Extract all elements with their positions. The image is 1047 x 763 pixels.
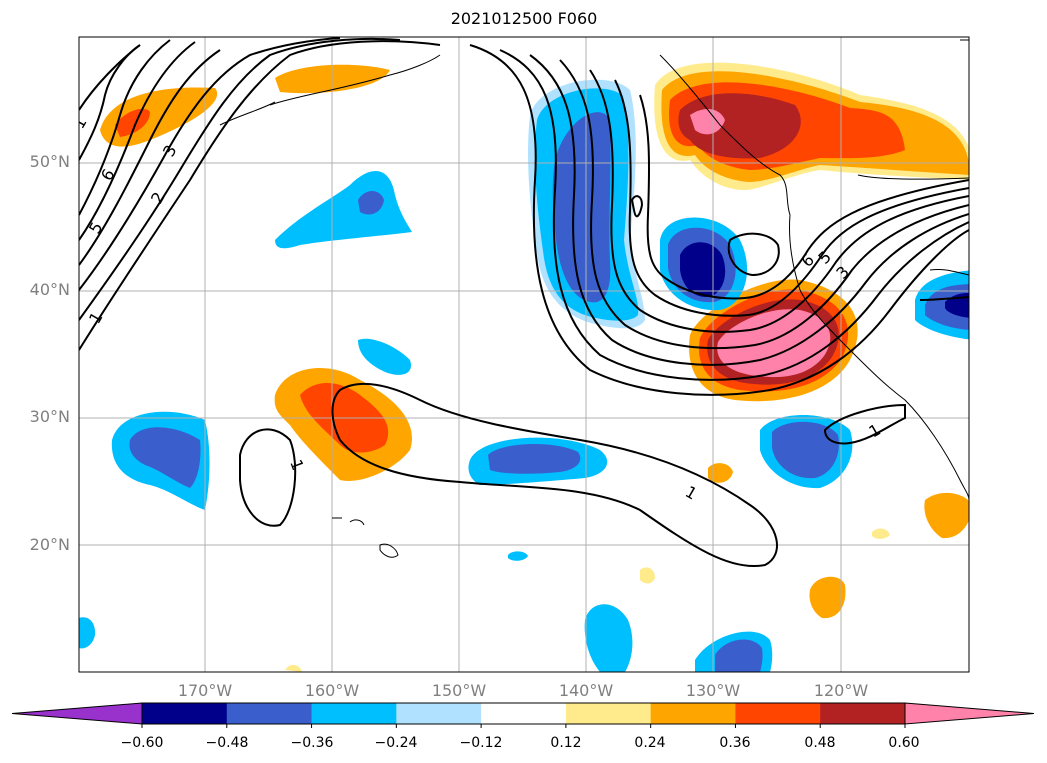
positive-anomaly-region <box>809 576 846 619</box>
contour-line <box>79 44 141 111</box>
graticule <box>79 37 969 672</box>
colorbar-segment <box>735 703 821 724</box>
negative-anomaly-region <box>715 639 763 672</box>
lat-label-40n: 40°N <box>29 280 70 299</box>
coastline <box>349 519 365 526</box>
lon-label-120w: 120°W <box>813 681 869 700</box>
positive-anomaly-region <box>690 108 725 135</box>
colorbar-tick-label: 0.12 <box>550 735 582 751</box>
colorbar-tick-label: 0.24 <box>634 735 666 751</box>
lon-label-170w: 170°W <box>177 681 233 700</box>
positive-anomaly-region <box>115 108 150 137</box>
coastline <box>219 101 276 126</box>
contour-label: 1 <box>78 114 91 132</box>
contour-line <box>79 37 341 291</box>
negative-anomaly-region <box>275 171 412 249</box>
colorbar-tick-label: −0.12 <box>459 735 503 751</box>
contour-line <box>469 44 969 396</box>
lon-label-150w: 150°W <box>431 681 487 700</box>
contour-line <box>630 195 644 218</box>
contour-line <box>79 37 401 321</box>
map-title: 2021012500 F060 <box>450 9 598 28</box>
colorbar-segment <box>311 703 397 724</box>
contour-line <box>727 232 780 277</box>
colorbar-segment <box>142 703 228 724</box>
negative-anomaly-region <box>680 242 726 298</box>
negative-anomaly-region <box>488 444 581 474</box>
contour-line <box>79 41 196 241</box>
colorbar-segment <box>565 703 652 724</box>
colorbar-tick-label: 0.36 <box>719 735 751 751</box>
contour-line <box>823 403 906 445</box>
contour-line <box>239 428 297 527</box>
coastline <box>379 543 399 558</box>
coastlines <box>219 39 969 558</box>
colorbar <box>11 702 1035 728</box>
colorbar-segment <box>650 703 736 724</box>
negative-anomaly-region <box>358 338 411 375</box>
colorbar-segment <box>396 703 482 724</box>
contour-line <box>499 49 969 381</box>
negative-anomaly-region <box>358 191 384 215</box>
negative-anomaly-region <box>79 617 96 649</box>
colorbar-tick-label: 0.48 <box>804 735 836 751</box>
coastline <box>929 269 969 276</box>
contour-line <box>589 69 969 333</box>
positive-anomaly-region <box>640 567 655 584</box>
positive-anomaly-region <box>924 492 969 539</box>
negative-anomaly-region <box>129 427 201 488</box>
colorbar-tick-label: −0.36 <box>290 735 334 751</box>
colorbar-tick-label: −0.48 <box>205 735 249 751</box>
contour-line <box>529 54 969 366</box>
contour-line <box>614 79 969 317</box>
positive-anomaly-region <box>872 528 890 539</box>
colorbar-segment <box>820 703 906 724</box>
negative-anomaly-region <box>508 551 528 561</box>
colorbar-tick-label: −0.60 <box>120 735 164 751</box>
lat-label-30n: 30°N <box>29 407 70 426</box>
colorbar-extend-min <box>11 702 143 725</box>
contour-line <box>919 296 969 301</box>
lat-label-50n: 50°N <box>29 152 70 171</box>
colorbar-segment <box>226 703 313 724</box>
colorbar-segment <box>481 703 567 724</box>
lat-label-20n: 20°N <box>29 535 70 554</box>
negative-anomaly-region <box>772 421 839 479</box>
contour-line <box>79 49 221 266</box>
contour-line <box>79 39 171 216</box>
lon-label-140w: 140°W <box>558 681 614 700</box>
positive-anomaly-region <box>708 463 733 483</box>
contour-lines <box>79 37 969 568</box>
colorbar-tick-label: 0.60 <box>888 735 920 751</box>
contour-line <box>331 383 778 568</box>
contour-line <box>559 59 969 350</box>
contour-line <box>639 94 969 300</box>
map-plot: 1 2 3 5 6 1 5 6 3 1 1 1 <box>78 36 970 673</box>
colorbar-extend-max <box>904 702 1035 725</box>
coastline <box>857 174 969 180</box>
positive-anomaly-region <box>285 664 302 672</box>
lon-label-130w: 130°W <box>685 681 741 700</box>
coastline <box>659 54 969 501</box>
positive-anomaly-region <box>717 309 831 378</box>
coastline <box>269 54 441 106</box>
colorbar-tick-label: −0.24 <box>374 735 418 751</box>
negative-anomaly-region <box>552 112 611 303</box>
contour-line <box>79 40 441 351</box>
lon-label-160w: 160°W <box>304 681 360 700</box>
negative-anomaly-region <box>584 604 633 672</box>
